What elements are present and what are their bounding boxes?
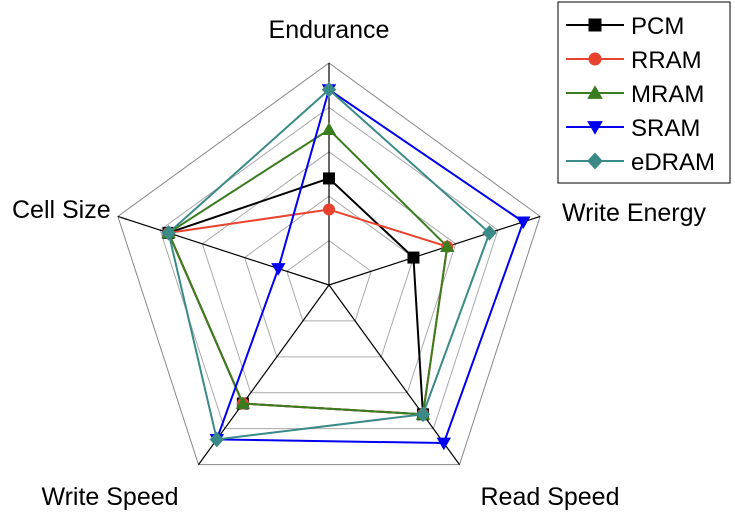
legend: PCM RRAM MRAM SRAM eDRAM [557,1,731,184]
point-pcm-write-energy [407,251,420,264]
legend-marker-rram [588,52,602,66]
grid-ring-3 [201,151,457,394]
legend-label-rram: RRAM [631,47,702,74]
legend-marker-pcm [588,18,602,32]
legend-marker-sram [587,121,603,135]
point-edram-write-energy [482,225,497,241]
point-pcm-endurance [323,172,335,185]
axis-labels: Endurance Write Energy Read Speed Write … [12,16,707,511]
legend-item-rram: RRAM [566,47,702,74]
point-rram-endurance [323,203,335,216]
point-mram-write-energy [440,239,455,252]
point-edram-cell-size [161,225,176,241]
spoke-write-energy [328,215,541,286]
legend-label-mram: MRAM [631,81,704,108]
axis-label-read-speed: Read Speed [480,483,619,511]
grid-ring-5 [117,62,541,466]
radar-grid [117,62,541,466]
grid-ring-2 [243,195,415,358]
legend-item-pcm: PCM [566,13,684,40]
legend-label-edram: eDRAM [631,149,715,176]
series-line-mram [167,128,449,416]
point-edram-read-speed [415,406,431,423]
axis-label-write-energy: Write Energy [562,199,707,227]
series-rram [162,203,454,421]
point-mram-write-speed [235,396,251,409]
grid-ring-1 [286,239,372,322]
series-line-edram [167,88,491,441]
spoke-cell-size [117,215,330,286]
point-edram-endurance [321,81,337,98]
axis-label-endurance: Endurance [269,16,390,44]
point-sram-read-speed [436,437,452,451]
series-edram [161,81,497,448]
point-sram-write-energy [516,216,531,230]
axis-label-write-speed: Write Speed [41,483,178,511]
legend-item-mram: MRAM [566,81,704,108]
series-layer [161,81,531,451]
legend-label-pcm: PCM [631,13,684,40]
point-edram-write-speed [209,431,224,448]
spoke-read-speed [328,284,460,465]
grid-ring-4 [159,106,499,430]
point-mram-endurance [321,122,337,135]
legend-label-sram: SRAM [631,115,700,142]
legend-marker-mram [587,85,603,99]
series-line-sram [215,88,525,445]
legend-item-edram: eDRAM [566,149,715,176]
axis-label-cell-size: Cell Size [12,196,111,224]
point-sram-cell-size [271,263,286,276]
legend-item-sram: SRAM [566,115,700,142]
legend-marker-edram [587,152,603,170]
